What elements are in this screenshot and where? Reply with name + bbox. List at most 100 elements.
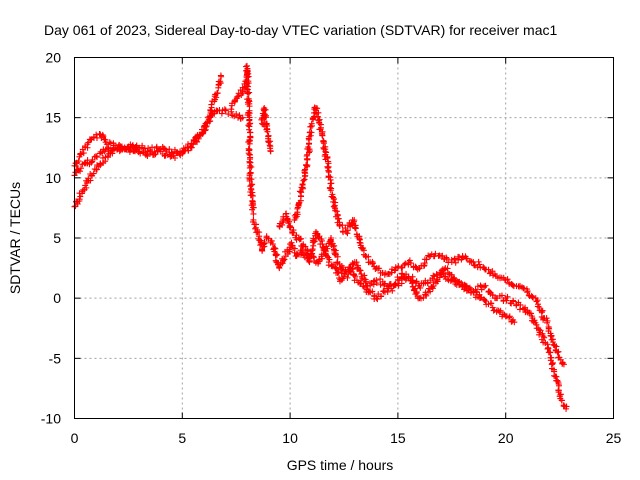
data-point-fill bbox=[314, 105, 321, 112]
data-point-fill bbox=[247, 154, 254, 161]
data-point-fill bbox=[327, 187, 334, 194]
data-point-fill bbox=[324, 155, 331, 162]
data-point-fill bbox=[427, 288, 434, 295]
data-point-fill bbox=[246, 89, 253, 96]
data-point-fill bbox=[506, 314, 513, 321]
data-point-fill bbox=[370, 278, 377, 285]
data-point-fill bbox=[417, 284, 424, 291]
data-point-fill bbox=[441, 266, 448, 273]
x-tick-label: 20 bbox=[498, 430, 514, 446]
data-point-fill bbox=[336, 222, 343, 229]
data-point-fill bbox=[488, 300, 495, 307]
y-tick-label: 15 bbox=[45, 110, 61, 126]
data-point-fill bbox=[343, 269, 350, 276]
data-point-fill bbox=[156, 146, 163, 153]
data-point-fill bbox=[306, 129, 313, 136]
x-tick-label: 25 bbox=[606, 430, 622, 446]
data-point-fill bbox=[384, 288, 391, 295]
data-point-fill bbox=[396, 277, 403, 284]
data-point-fill bbox=[272, 252, 279, 259]
data-point-fill bbox=[287, 224, 294, 231]
y-tick-label: 5 bbox=[53, 230, 61, 246]
data-point bbox=[563, 405, 570, 412]
data-point-fill bbox=[112, 145, 119, 152]
data-point-fill bbox=[352, 273, 359, 280]
data-point-fill bbox=[334, 269, 341, 276]
data-point-fill bbox=[553, 343, 560, 350]
data-point-fill bbox=[558, 397, 565, 404]
data-point bbox=[358, 271, 365, 278]
data-point-fill bbox=[545, 344, 552, 351]
data-point-fill bbox=[339, 222, 346, 229]
data-point-fill bbox=[304, 247, 311, 254]
data-point-fill bbox=[248, 164, 255, 171]
data-point-fill bbox=[284, 215, 291, 222]
y-axis-label: SDTVAR / TECUs bbox=[7, 182, 23, 294]
data-point-fill bbox=[353, 259, 360, 266]
x-axis-label: GPS time / hours bbox=[287, 457, 394, 473]
data-point-fill bbox=[423, 292, 430, 299]
y-tick-label: -10 bbox=[41, 411, 61, 427]
data-point-fill bbox=[402, 260, 409, 267]
data-point-fill bbox=[409, 280, 416, 287]
data-point-fill bbox=[83, 184, 90, 191]
data-point-fill bbox=[510, 297, 517, 304]
data-point-fill bbox=[421, 260, 428, 267]
data-point-fill bbox=[303, 161, 310, 168]
data-point bbox=[308, 120, 315, 127]
x-tick-labels: 0 5 10 15 20 25 bbox=[71, 430, 622, 446]
data-point-fill bbox=[529, 294, 536, 301]
data-point-fill bbox=[350, 272, 357, 279]
data-point-fill bbox=[193, 138, 200, 145]
data-point-fill bbox=[168, 150, 175, 157]
data-point-fill bbox=[222, 107, 229, 114]
data-point-fill bbox=[405, 273, 412, 280]
data-point-fill bbox=[316, 256, 323, 263]
y-tick-labels: -10 -5 0 5 10 15 20 bbox=[41, 50, 61, 427]
data-point-fill bbox=[357, 280, 364, 287]
x-tick-label: 15 bbox=[390, 430, 406, 446]
data-point-fill bbox=[327, 180, 334, 187]
data-point bbox=[77, 165, 84, 172]
data-point-fill bbox=[77, 168, 84, 175]
data-point-fill bbox=[106, 139, 113, 146]
data-point-fill bbox=[307, 132, 314, 139]
data-point-fill bbox=[498, 292, 505, 299]
data-point-fill bbox=[94, 154, 101, 161]
y-tick-label: -5 bbox=[49, 350, 62, 366]
data-point-fill bbox=[326, 173, 333, 180]
data-point-fill bbox=[303, 246, 310, 253]
data-point-fill bbox=[265, 138, 272, 145]
data-point-fill bbox=[352, 225, 359, 232]
data-point-fill bbox=[307, 123, 314, 130]
data-point-fill bbox=[432, 250, 439, 257]
data-point-fill bbox=[75, 158, 82, 165]
data-point-fill bbox=[257, 242, 264, 249]
data-point-fill bbox=[391, 267, 398, 274]
data-point bbox=[332, 265, 339, 272]
data-point-fill bbox=[99, 131, 106, 138]
data-point-fill bbox=[296, 236, 303, 243]
data-point-fill bbox=[295, 201, 302, 208]
data-point-fill bbox=[489, 268, 496, 275]
data-point-fill bbox=[306, 136, 313, 143]
data-point-fill bbox=[349, 265, 356, 272]
data-point-fill bbox=[214, 90, 221, 97]
data-point-fill bbox=[504, 276, 511, 283]
data-point bbox=[250, 210, 257, 217]
data-point-fill bbox=[305, 144, 312, 151]
data-point-fill bbox=[218, 110, 225, 117]
y-tick-label: 0 bbox=[53, 290, 61, 306]
data-point-fill bbox=[244, 69, 251, 76]
data-point-fill bbox=[504, 293, 511, 300]
data-point-fill bbox=[100, 133, 107, 140]
data-point-fill bbox=[451, 255, 458, 262]
data-point-fill bbox=[459, 254, 466, 261]
data-point bbox=[233, 111, 240, 118]
data-point bbox=[218, 73, 225, 80]
data-point bbox=[246, 126, 253, 133]
data-point-fill bbox=[260, 107, 267, 114]
chart-title: Day 061 of 2023, Sidereal Day-to-day VTE… bbox=[44, 22, 557, 38]
data-point-fill bbox=[311, 104, 318, 111]
